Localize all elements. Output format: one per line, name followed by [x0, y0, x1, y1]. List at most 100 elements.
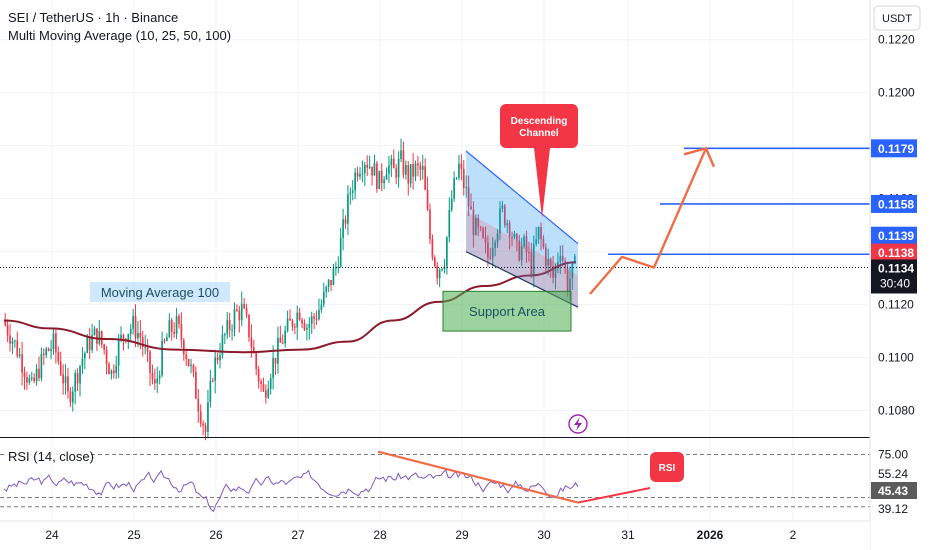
price-tag-target-1-text: 0.1139 [878, 229, 914, 243]
candle-body [542, 239, 545, 248]
candle-body [417, 163, 419, 166]
candle-body [28, 378, 31, 383]
candle-body [141, 337, 144, 348]
rsi-tag-current: 45.43 [871, 482, 917, 499]
candle-body [269, 377, 272, 389]
candle-body [433, 257, 436, 266]
candle [479, 225, 482, 232]
candle [11, 337, 14, 355]
candle [426, 176, 429, 211]
candle-body [45, 348, 48, 356]
candle [81, 347, 84, 374]
channel-fill-lower [466, 211, 578, 308]
candle-body [303, 323, 306, 330]
candle [38, 356, 40, 382]
candle-body [412, 164, 414, 177]
candle [356, 166, 359, 182]
candle-body [313, 316, 315, 319]
candle [528, 241, 530, 262]
candle-body [64, 376, 67, 384]
candle-body [571, 262, 574, 279]
rsi-tag-current-bg [871, 482, 917, 499]
candle-body [163, 340, 166, 342]
candle [557, 252, 559, 274]
candle [347, 185, 349, 236]
candle [383, 176, 385, 190]
candle-body [479, 227, 482, 229]
candle-body [395, 168, 398, 178]
candle [518, 234, 521, 262]
candle [245, 303, 248, 319]
candle-body [214, 357, 217, 381]
candle [110, 369, 113, 380]
candle [344, 215, 347, 229]
candle-body [257, 369, 260, 382]
channel-upper-line [465, 150, 579, 245]
candle [366, 155, 369, 177]
rsi-callout-text: RSI [659, 463, 676, 474]
rsi-callout-pointer [577, 487, 651, 504]
candle-body [26, 377, 28, 383]
rsi-title: RSI (14, close) [8, 449, 94, 464]
candle [214, 349, 217, 394]
candle [238, 305, 241, 333]
candle [337, 256, 340, 274]
candle-body [173, 331, 175, 334]
candle [561, 244, 564, 267]
candle-body [462, 168, 465, 188]
candle [443, 258, 446, 274]
candle [158, 370, 161, 385]
time-tick-label: 31 [621, 528, 635, 542]
candle-body [195, 371, 197, 399]
candle-body [482, 228, 484, 238]
candle [388, 155, 390, 184]
candle-body [98, 331, 101, 344]
candle-body [267, 388, 270, 398]
candle-body [260, 381, 262, 385]
candle-body [308, 324, 311, 328]
candle-body [245, 308, 248, 315]
price-tick-label: 0.1080 [878, 404, 915, 418]
candle [482, 226, 484, 239]
candle-body [62, 374, 64, 384]
candle-body [513, 233, 516, 238]
candle-body [42, 353, 45, 356]
candle-body [105, 349, 108, 364]
candle-body [223, 334, 226, 336]
candle [390, 154, 393, 178]
projection-arrow-head [683, 146, 716, 168]
candle-body [436, 265, 439, 279]
rsi-title-bg [4, 447, 90, 465]
candle-body [100, 331, 103, 345]
candle [216, 352, 219, 365]
candle-body [252, 347, 255, 354]
candles [4, 138, 576, 441]
time-tick-label: 29 [455, 528, 469, 542]
candle [549, 257, 552, 278]
candle [18, 347, 21, 359]
candle [503, 204, 506, 228]
candle-body [91, 335, 93, 350]
candle-body [9, 335, 11, 344]
candle-body [221, 334, 224, 356]
candle [168, 313, 171, 338]
candle-body [47, 348, 50, 351]
candle-body [197, 398, 200, 412]
candle [446, 236, 448, 275]
candle [477, 214, 480, 236]
currency-badge[interactable]: USDT [873, 5, 921, 31]
rsi-tag-current-text: 45.43 [878, 484, 908, 498]
candle [132, 309, 134, 335]
candle-body [378, 170, 381, 189]
candle [173, 322, 175, 338]
candle-body [120, 334, 122, 339]
candle [170, 317, 173, 341]
candle [361, 160, 364, 183]
candle-body [484, 237, 487, 243]
candle [407, 160, 410, 196]
candle [417, 155, 419, 177]
candle [322, 282, 325, 308]
candle [458, 154, 460, 181]
